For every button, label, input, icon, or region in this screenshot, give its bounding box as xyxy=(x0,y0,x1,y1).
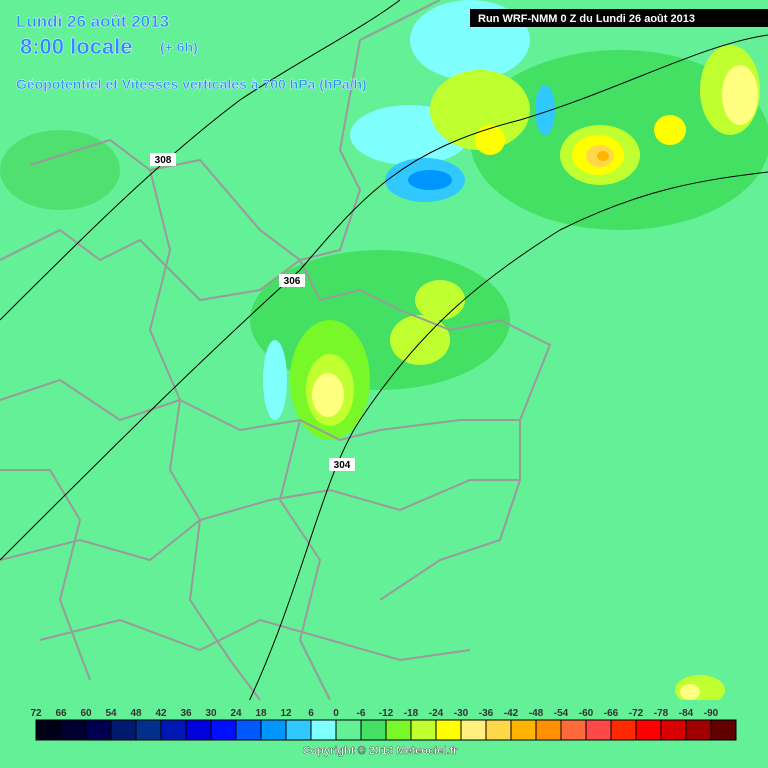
legend-label: -72 xyxy=(629,708,644,719)
border-line xyxy=(148,169,261,701)
patch xyxy=(408,170,452,190)
isoline-label-bg xyxy=(329,458,355,471)
legend-swatch xyxy=(435,719,462,741)
legend-swatch xyxy=(710,719,737,741)
legend-swatch xyxy=(385,719,412,741)
legend-swatch xyxy=(335,719,362,741)
patch xyxy=(597,151,609,161)
border-line xyxy=(29,0,441,262)
subtitle: Géopotentiel et Vitesses verticales à 70… xyxy=(16,76,367,92)
offset: (+ 6h) xyxy=(160,39,198,55)
legend-label: -78 xyxy=(654,708,669,719)
legend-swatch xyxy=(635,719,662,741)
copyright: Copyright © 2013 Meteociel.fr xyxy=(303,745,459,757)
legend-label: -30 xyxy=(454,708,469,719)
patch xyxy=(390,315,450,365)
time: 8:00 locale xyxy=(20,34,133,59)
patch xyxy=(654,115,686,145)
isoline xyxy=(0,34,768,561)
legend-swatch xyxy=(210,719,237,741)
legend-swatch xyxy=(85,719,112,741)
legend-label: 24 xyxy=(230,708,242,719)
border-line xyxy=(278,419,331,701)
patch xyxy=(722,65,758,125)
legend-label: 12 xyxy=(280,708,292,719)
legend-swatch xyxy=(460,719,487,741)
border-line xyxy=(0,378,520,442)
legend-label: 30 xyxy=(205,708,217,719)
isoline-label: 308 xyxy=(155,155,172,166)
patch xyxy=(415,280,465,320)
legend-label: 36 xyxy=(180,708,192,719)
legend-label: -60 xyxy=(579,708,594,719)
legend-label: -54 xyxy=(554,708,569,719)
patch xyxy=(475,125,505,155)
legend-swatch xyxy=(310,719,337,741)
legend-swatch xyxy=(185,719,212,741)
legend-label: 72 xyxy=(30,708,42,719)
legend-label: -24 xyxy=(429,708,444,719)
legend-label: 54 xyxy=(105,708,117,719)
border-line xyxy=(39,618,471,662)
isolines: 308 306 304 xyxy=(0,0,768,721)
legend-swatch xyxy=(610,719,637,741)
isoline xyxy=(239,171,768,721)
patch xyxy=(0,130,120,210)
patch xyxy=(535,85,555,135)
legend-label: 18 xyxy=(255,708,267,719)
legend-swatch xyxy=(60,719,87,741)
legend-swatch xyxy=(35,719,62,741)
patch xyxy=(312,373,344,417)
border-line xyxy=(0,469,91,681)
legend-label: -84 xyxy=(679,708,694,719)
legend-swatch xyxy=(360,719,387,741)
legend-swatch xyxy=(135,719,162,741)
legend-label: 66 xyxy=(55,708,67,719)
legend-swatch xyxy=(235,719,262,741)
isoline-label-bg xyxy=(279,274,305,287)
border-line xyxy=(0,479,520,562)
legend-label: -66 xyxy=(604,708,619,719)
patch xyxy=(263,340,287,420)
patch xyxy=(430,70,530,150)
run-box xyxy=(470,9,768,27)
legend-label: 6 xyxy=(308,708,314,719)
patch xyxy=(680,684,700,700)
legend-label: 0 xyxy=(333,708,339,719)
legend-swatch xyxy=(585,719,612,741)
legend-label: 60 xyxy=(80,708,92,719)
legend-label: -42 xyxy=(504,708,519,719)
legend-swatch xyxy=(510,719,537,741)
legend-label: -48 xyxy=(529,708,544,719)
date: Lundi 26 août 2013 xyxy=(16,12,169,31)
legend-swatch xyxy=(160,719,187,741)
legend-label: -36 xyxy=(479,708,494,719)
borders xyxy=(0,0,552,701)
run-info: Run WRF-NMM 0 Z du Lundi 26 août 2013 xyxy=(478,13,695,25)
legend-swatch xyxy=(535,719,562,741)
isoline-label: 306 xyxy=(284,276,301,287)
isoline-label: 304 xyxy=(334,460,351,471)
legend-swatch xyxy=(260,719,287,741)
legend: 72 66 60 54 48 42 36 30 24 18 12 6 0 -6 -12 -18 -24 -30 -3… xyxy=(30,708,737,741)
legend-label: -6 xyxy=(357,708,366,719)
legend-swatch xyxy=(110,719,137,741)
legend-label: 48 xyxy=(130,708,142,719)
border-line xyxy=(299,259,552,601)
legend-label: 42 xyxy=(155,708,167,719)
isoline-label-bg xyxy=(150,153,176,166)
legend-swatch xyxy=(285,719,312,741)
legend-swatch xyxy=(485,719,512,741)
legend-label: -12 xyxy=(379,708,394,719)
legend-swatch xyxy=(660,719,687,741)
legend-swatch xyxy=(560,719,587,741)
legend-label: -90 xyxy=(704,708,719,719)
patch xyxy=(250,250,510,390)
legend-label: -18 xyxy=(404,708,419,719)
border-line xyxy=(0,228,301,302)
legend-swatch xyxy=(410,719,437,741)
isoline xyxy=(0,0,401,321)
legend-swatch xyxy=(685,719,712,741)
